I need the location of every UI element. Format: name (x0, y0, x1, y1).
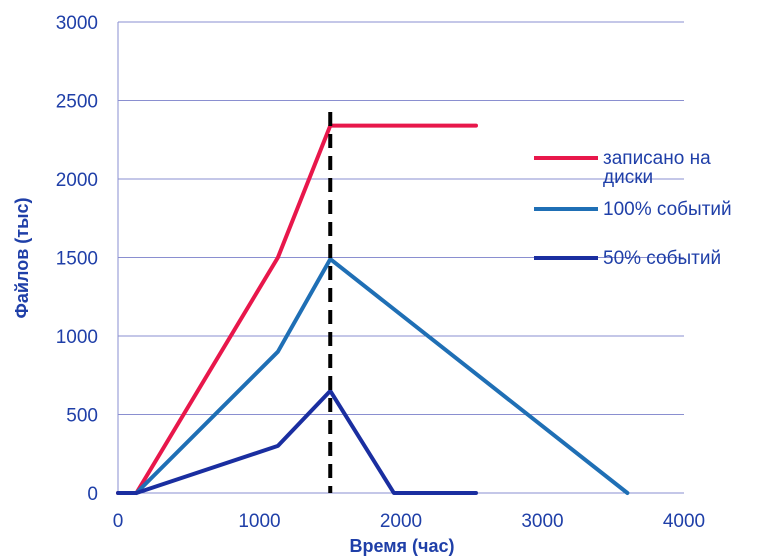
legend: записано на диски 100% событий 50% событий (534, 148, 732, 269)
y-tick-label: 1500 (56, 249, 98, 270)
x-tick-label: 0 (113, 511, 124, 532)
x-axis-label: Время (час) (349, 536, 454, 556)
x-tick-label: 1000 (238, 511, 280, 532)
y-tick-label: 500 (66, 406, 98, 427)
tick-labels: 0 500 1000 1500 2000 2500 3000 0 1000 2000 3000 400… (56, 13, 705, 532)
x-tick-label: 3000 (521, 511, 563, 532)
gridlines (118, 21, 684, 494)
series-lines (116, 123, 630, 495)
x-tick-label: 2000 (380, 511, 422, 532)
series-line-3 (116, 388, 478, 495)
series-line-2 (134, 257, 630, 495)
series-line-1 (116, 123, 478, 495)
legend-label-3: 50% событий (603, 248, 721, 269)
y-tick-label: 2500 (56, 92, 98, 113)
legend-label-1: записано на диски (603, 148, 711, 188)
y-tick-label: 2000 (56, 170, 98, 191)
x-tick-label: 4000 (663, 511, 705, 532)
y-tick-label: 0 (87, 484, 98, 505)
y-tick-label: 1000 (56, 327, 98, 348)
y-tick-label: 3000 (56, 13, 98, 34)
y-axis-label: Файлов (тыс) (12, 198, 32, 319)
legend-label-2: 100% событий (603, 199, 732, 220)
